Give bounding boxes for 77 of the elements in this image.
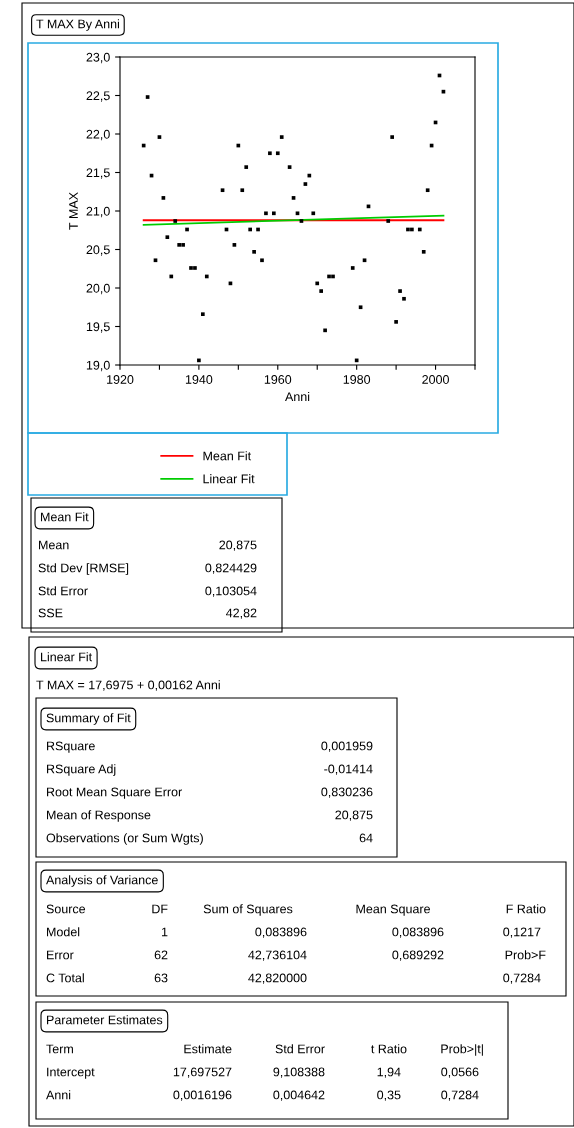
y-tick-label: 19,5	[86, 322, 110, 333]
y-tick-label: 19,0	[86, 360, 110, 372]
legend-label: Linear Fit	[203, 474, 255, 484]
text: Error	[47, 950, 74, 960]
text: Sum of Squares	[203, 904, 293, 916]
x-tick-label: 1980	[343, 375, 371, 384]
legend-label: Mean Fit	[203, 451, 252, 461]
text: Estimate	[184, 1044, 232, 1054]
text: 0,830236	[321, 787, 373, 798]
x-tick-label: 1960	[264, 375, 292, 384]
x-axis-title: Anni	[285, 391, 310, 401]
text: Mean Square	[356, 904, 430, 916]
text: 0,1217	[503, 927, 541, 938]
text: Std Error	[275, 1044, 325, 1054]
text: Std Error	[38, 586, 88, 596]
text: -0,01414	[324, 764, 373, 775]
chart-title: T MAX By Anni	[36, 19, 119, 31]
text: 0,083896	[255, 927, 307, 938]
text: 0,103054	[205, 586, 257, 597]
text: 20,875	[219, 540, 257, 551]
text: C Total	[46, 973, 84, 983]
text: 42,736104	[248, 950, 307, 961]
y-tick-label: 23,0	[86, 52, 110, 64]
text: Mean of Response	[47, 810, 151, 822]
text: Observations (or Sum Wgts)	[46, 833, 203, 845]
text: Analysis of Variance	[46, 875, 158, 887]
text: 42,820000	[248, 973, 307, 984]
text: 0,824429	[205, 563, 257, 574]
y-tick-label: 20,5	[86, 245, 110, 256]
text: Source	[46, 904, 86, 914]
text: 1	[162, 927, 168, 937]
text: 0,35	[377, 1090, 401, 1101]
text: 0,689292	[392, 950, 444, 961]
text: 0,7284	[441, 1090, 479, 1101]
y-tick-label: 22,0	[86, 129, 110, 141]
text: T MAX = 17,6975 + 0,00162 Anni	[36, 680, 220, 691]
text: 0,001959	[321, 741, 373, 752]
x-tick-label: 2000	[422, 375, 449, 384]
text: 9,108388	[273, 1067, 325, 1078]
y-axis-title: T MAX	[69, 192, 78, 230]
text: RSquare Adj	[47, 764, 116, 776]
text: Parameter Estimates	[47, 1015, 163, 1025]
text: 0,7284	[503, 973, 541, 984]
text: Prob>F	[505, 950, 546, 960]
text: 17,697527	[173, 1067, 232, 1078]
text: 64	[359, 833, 373, 843]
text: Mean	[39, 540, 69, 550]
text: Root Mean Square Error	[47, 787, 182, 799]
text: 62	[154, 950, 168, 960]
text: Std Dev [RMSE]	[38, 563, 129, 575]
text: t Ratio	[371, 1044, 407, 1054]
text: Linear Fit	[41, 652, 93, 662]
text: DF	[152, 904, 168, 914]
text: RSquare	[47, 741, 95, 753]
x-tick-label: 1940	[185, 375, 213, 384]
text: 1,94	[377, 1067, 401, 1078]
y-tick-label: 22,5	[86, 91, 110, 102]
text: Summary of Fit	[46, 713, 131, 725]
text: Prob>|t|	[441, 1044, 483, 1056]
text: F Ratio	[506, 904, 546, 914]
x-tick-label: 1920	[107, 375, 134, 384]
text: Intercept	[47, 1067, 95, 1079]
text: 0,083896	[392, 927, 444, 938]
y-tick-label: 21,0	[86, 206, 110, 218]
text: Model	[47, 927, 80, 937]
text: SSE	[38, 608, 63, 618]
text: Mean Fit	[41, 512, 89, 522]
text: Term	[46, 1044, 73, 1054]
text: 20,875	[335, 810, 373, 821]
text: 0,0566	[441, 1067, 479, 1078]
text: 0,0016196	[173, 1090, 232, 1101]
text: 42,82	[226, 608, 257, 619]
text: 0,004642	[273, 1090, 325, 1101]
y-tick-label: 21,5	[86, 168, 110, 179]
text: 63	[154, 973, 168, 983]
y-tick-label: 20,0	[86, 283, 110, 295]
text: Anni	[46, 1090, 71, 1100]
